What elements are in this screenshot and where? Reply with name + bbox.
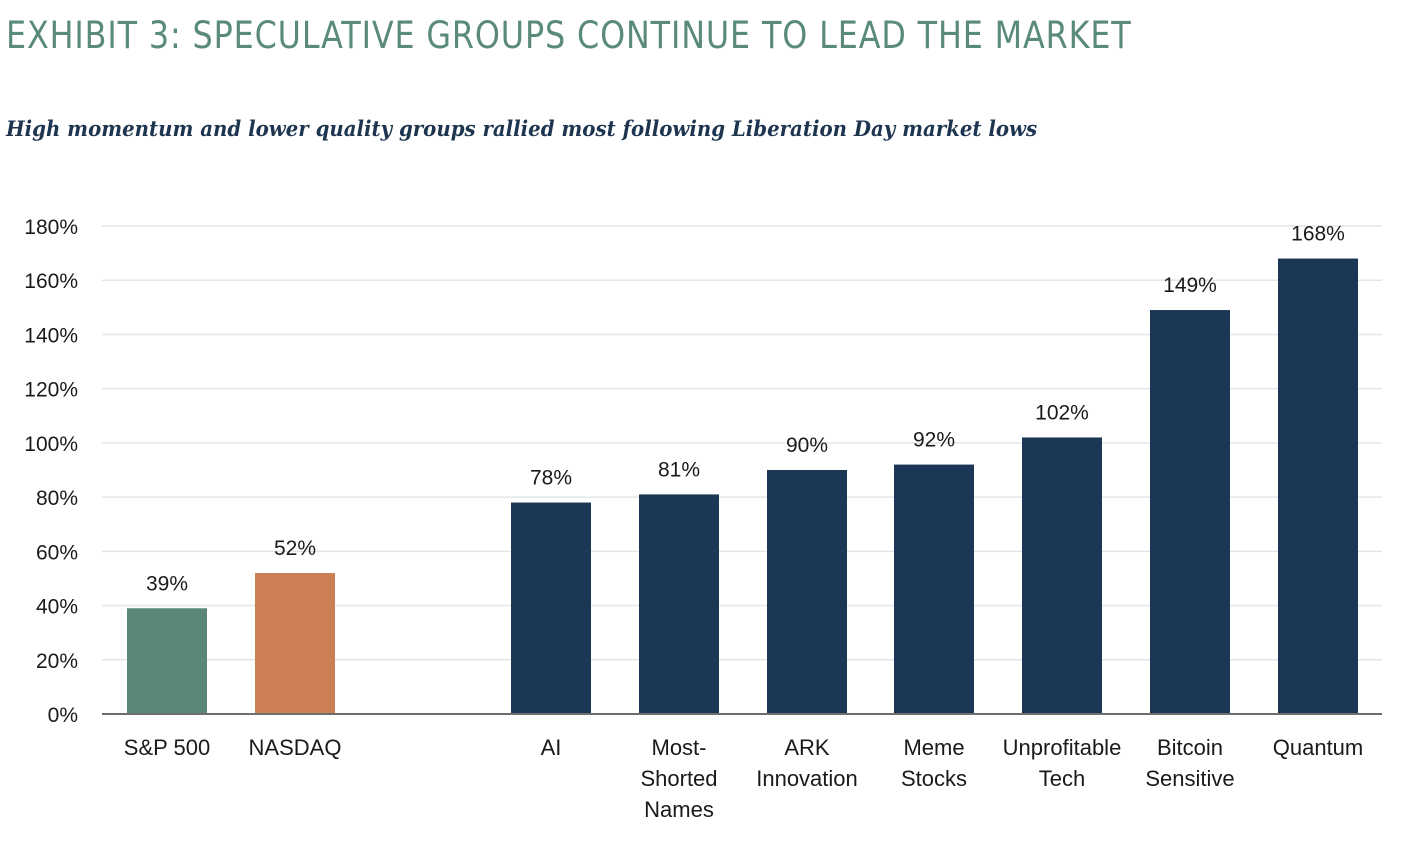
y-tick-label: 120% [24,379,78,402]
x-tick-label: Meme Stocks [901,735,967,791]
bar [1022,437,1102,714]
x-tick-label: S&P 500 [124,735,210,760]
x-tick-label: Most-Shorted Names [640,735,717,822]
bar [255,573,335,714]
x-tick-label: Bitcoin Sensitive [1145,735,1234,791]
bars [127,258,1358,714]
value-label: 92% [913,429,955,452]
bar [1278,258,1358,714]
bar [767,470,847,714]
x-tick-label: Unprofitable Tech [1003,735,1122,791]
bar [894,464,974,714]
y-tick-label: 180% [24,216,78,239]
y-tick-label: 140% [24,324,78,347]
y-tick-label: 160% [24,270,78,293]
x-tick-label: Quantum [1273,735,1364,760]
bar [511,502,591,714]
value-label: 78% [530,467,572,490]
y-tick-label: 0% [48,704,78,727]
x-tick-label: AI [541,735,562,760]
value-label: 52% [274,537,316,560]
exhibit-title: EXHIBIT 3: SPECULATIVE GROUPS CONTINUE T… [6,14,1132,57]
x-tick-label: NASDAQ [249,735,342,760]
x-axis-labels: S&P 500 NASDAQ AI Most-Shorted Names ARK Innov… [124,735,1363,822]
exhibit-subtitle: High momentum and lower quality groups r… [6,116,1038,141]
bar [1150,310,1230,714]
bar [127,608,207,714]
y-tick-label: 60% [36,541,78,564]
bar [639,494,719,714]
value-label: 39% [146,572,188,595]
y-tick-label: 80% [36,487,78,510]
y-tick-label: 20% [36,650,78,673]
value-label: 81% [658,458,700,481]
y-axis-ticks: 0% 20% 40% 60% 80% 100% 120% 140% 160% 180% [24,216,78,727]
value-label: 149% [1163,274,1217,297]
value-label: 168% [1291,223,1345,246]
value-label: 90% [786,434,828,457]
y-tick-label: 40% [36,596,78,619]
y-tick-label: 100% [24,433,78,456]
value-labels: 39% 52% 78% 81% 90% 92% 102% 149% 168% [146,223,1345,596]
value-label: 102% [1035,401,1089,424]
x-tick-label: ARK Innovation [756,735,858,791]
